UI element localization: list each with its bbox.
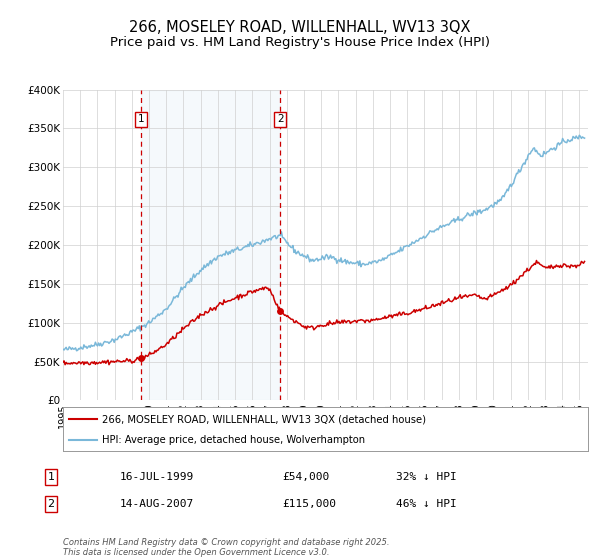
Text: Price paid vs. HM Land Registry's House Price Index (HPI): Price paid vs. HM Land Registry's House … (110, 36, 490, 49)
Text: 16-JUL-1999: 16-JUL-1999 (120, 472, 194, 482)
Text: 266, MOSELEY ROAD, WILLENHALL, WV13 3QX (detached house): 266, MOSELEY ROAD, WILLENHALL, WV13 3QX … (103, 414, 427, 424)
Text: £54,000: £54,000 (282, 472, 329, 482)
Text: 14-AUG-2007: 14-AUG-2007 (120, 499, 194, 509)
Text: 2: 2 (277, 114, 284, 124)
Text: HPI: Average price, detached house, Wolverhampton: HPI: Average price, detached house, Wolv… (103, 435, 365, 445)
Text: Contains HM Land Registry data © Crown copyright and database right 2025.
This d: Contains HM Land Registry data © Crown c… (63, 538, 389, 557)
Text: 32% ↓ HPI: 32% ↓ HPI (396, 472, 457, 482)
Text: 1: 1 (138, 114, 145, 124)
Text: 46% ↓ HPI: 46% ↓ HPI (396, 499, 457, 509)
Text: 266, MOSELEY ROAD, WILLENHALL, WV13 3QX: 266, MOSELEY ROAD, WILLENHALL, WV13 3QX (129, 20, 471, 35)
Text: £115,000: £115,000 (282, 499, 336, 509)
Bar (141, 90, 280, 400)
Text: 2: 2 (47, 499, 55, 509)
Text: 1: 1 (47, 472, 55, 482)
